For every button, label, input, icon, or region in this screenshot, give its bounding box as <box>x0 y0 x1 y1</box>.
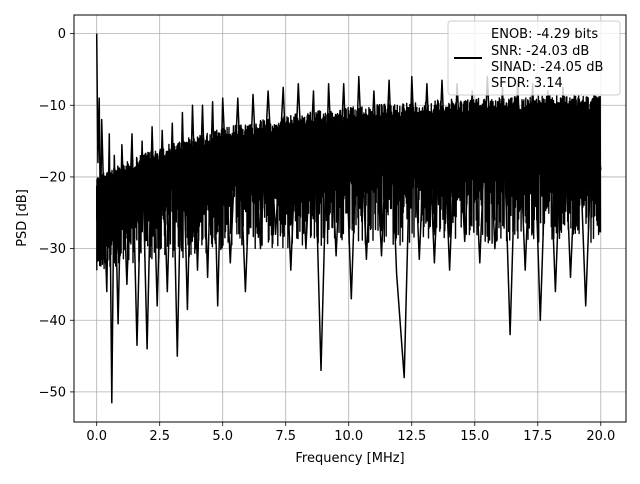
x-axis-label: Frequency [MHz] <box>295 451 404 466</box>
y-tick-label: −50 <box>39 385 66 400</box>
series-layer <box>95 33 602 404</box>
legend-entry-enob: ENOB: -4.29 bits <box>491 27 598 42</box>
y-axis-label: PSD [dB] <box>15 189 30 247</box>
series-line-psd <box>95 33 602 404</box>
y-tick-label: −20 <box>39 170 66 185</box>
y-tick-label: −40 <box>39 314 66 329</box>
x-tick-label: 7.5 <box>275 429 296 444</box>
x-tick-label: 17.5 <box>523 429 552 444</box>
x-tick-label: 15.0 <box>460 429 489 444</box>
legend-entry-snr: SNR: -24.03 dB <box>491 44 589 59</box>
x-tick-label: 12.5 <box>397 429 426 444</box>
y-tick-label: 0 <box>58 27 66 42</box>
y-tick-label: −30 <box>39 242 66 257</box>
tick-layer: 0.0 2.5 5.0 7.5 10.0 12.5 15.0 17.5 20.0 0 −10 −20 −… <box>39 27 616 444</box>
x-tick-label: 2.5 <box>149 429 170 444</box>
x-tick-label: 5.0 <box>212 429 233 444</box>
legend-entry-sinad: SINAD: -24.05 dB <box>491 60 603 75</box>
x-tick-label: 0.0 <box>86 429 107 444</box>
legend: ENOB: -4.29 bits SNR: -24.03 dB SINAD: -… <box>447 20 621 96</box>
legend-entry-sfdr: SFDR: 3.14 <box>491 76 563 91</box>
legend-box <box>447 20 621 96</box>
plot-frame <box>73 14 627 423</box>
x-tick-label: 20.0 <box>586 429 615 444</box>
x-tick-label: 10.0 <box>334 429 363 444</box>
y-tick-label: −10 <box>39 99 66 114</box>
